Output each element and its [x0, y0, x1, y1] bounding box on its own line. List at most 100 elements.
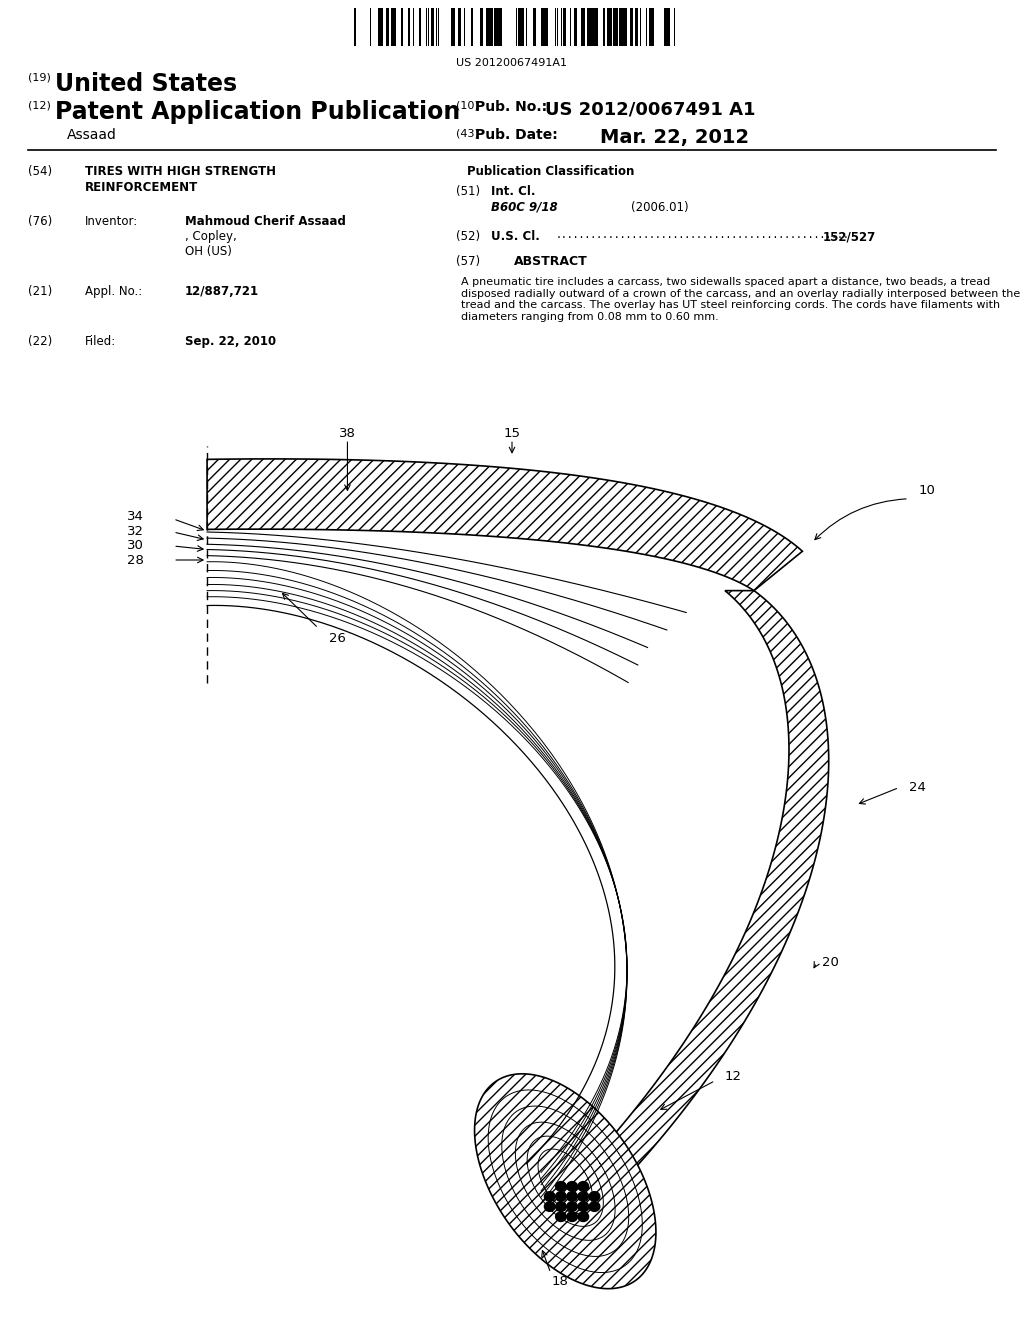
Bar: [378, 8, 380, 46]
Text: ..................................................: ........................................…: [556, 230, 850, 240]
Text: 32: 32: [127, 524, 144, 537]
Text: A pneumatic tire includes a carcass, two sidewalls spaced apart a distance, two : A pneumatic tire includes a carcass, two…: [461, 277, 1020, 322]
Text: 38: 38: [339, 426, 356, 440]
Text: TIRES WITH HIGH STRENGTH: TIRES WITH HIGH STRENGTH: [85, 165, 276, 178]
Text: (10): (10): [456, 100, 479, 110]
Bar: [621, 8, 623, 46]
Circle shape: [545, 1201, 555, 1212]
Bar: [391, 8, 393, 46]
Text: US 20120067491A1: US 20120067491A1: [457, 58, 567, 69]
Text: (19): (19): [28, 73, 51, 82]
Bar: [545, 8, 548, 46]
Text: (76): (76): [28, 215, 52, 228]
Text: ABSTRACT: ABSTRACT: [514, 255, 588, 268]
Text: Mahmoud Cherif Assaad: Mahmoud Cherif Assaad: [185, 215, 346, 228]
Polygon shape: [207, 459, 803, 590]
Circle shape: [589, 1192, 600, 1201]
Circle shape: [578, 1201, 589, 1212]
Bar: [480, 8, 482, 46]
Bar: [613, 8, 616, 46]
Circle shape: [567, 1181, 578, 1191]
Text: Int. Cl.: Int. Cl.: [490, 185, 536, 198]
Bar: [630, 8, 633, 46]
Text: Publication Classification: Publication Classification: [467, 165, 635, 178]
Bar: [652, 8, 654, 46]
Bar: [401, 8, 403, 46]
Text: 152/527: 152/527: [822, 230, 876, 243]
Bar: [458, 8, 460, 46]
Text: (2006.01): (2006.01): [631, 201, 688, 214]
Polygon shape: [474, 1073, 656, 1288]
Circle shape: [567, 1192, 578, 1201]
Circle shape: [578, 1181, 589, 1191]
Text: U.S. Cl.: U.S. Cl.: [490, 230, 540, 243]
Circle shape: [589, 1201, 600, 1212]
Text: OH (US): OH (US): [185, 246, 231, 257]
Bar: [393, 8, 395, 46]
Bar: [386, 8, 389, 46]
Circle shape: [556, 1212, 566, 1221]
Text: (54): (54): [28, 165, 52, 178]
Text: 10: 10: [919, 483, 936, 496]
Circle shape: [567, 1201, 578, 1212]
Text: Appl. No.:: Appl. No.:: [85, 285, 142, 298]
Text: B60C 9/18: B60C 9/18: [490, 201, 558, 214]
Text: Sep. 22, 2010: Sep. 22, 2010: [185, 335, 276, 348]
Circle shape: [556, 1201, 566, 1212]
Text: US 2012/0067491 A1: US 2012/0067491 A1: [545, 100, 756, 117]
Bar: [649, 8, 651, 46]
Bar: [499, 8, 501, 46]
Text: 34: 34: [127, 510, 144, 523]
Text: (22): (22): [28, 335, 52, 348]
Bar: [452, 8, 455, 46]
Bar: [607, 8, 609, 46]
Bar: [665, 8, 667, 46]
Bar: [489, 8, 490, 46]
Text: 12/887,721: 12/887,721: [185, 285, 259, 298]
Text: Inventor:: Inventor:: [85, 215, 138, 228]
Bar: [432, 8, 434, 46]
Circle shape: [556, 1192, 566, 1201]
Bar: [471, 8, 473, 46]
Text: 12: 12: [725, 1069, 742, 1082]
Circle shape: [578, 1192, 589, 1201]
Text: 24: 24: [909, 781, 926, 795]
Polygon shape: [551, 590, 828, 1216]
Bar: [419, 8, 421, 46]
Circle shape: [567, 1212, 578, 1221]
Circle shape: [556, 1181, 566, 1191]
Text: 20: 20: [821, 956, 839, 969]
Text: (52): (52): [456, 230, 480, 243]
Text: (12): (12): [28, 100, 51, 110]
Text: 15: 15: [504, 426, 520, 440]
Bar: [380, 8, 382, 46]
Bar: [521, 8, 524, 46]
Bar: [494, 8, 496, 46]
Bar: [542, 8, 545, 46]
Bar: [667, 8, 669, 46]
Text: REINFORCEMENT: REINFORCEMENT: [85, 181, 199, 194]
Text: (57): (57): [456, 255, 480, 268]
Text: Mar. 22, 2012: Mar. 22, 2012: [600, 128, 750, 147]
Text: (51): (51): [456, 185, 480, 198]
Text: Pub. No.:: Pub. No.:: [475, 100, 547, 114]
Bar: [595, 8, 597, 46]
Text: (43): (43): [456, 128, 479, 139]
Text: Filed:: Filed:: [85, 335, 117, 348]
Bar: [496, 8, 498, 46]
Text: 26: 26: [330, 632, 346, 645]
Text: 30: 30: [127, 539, 144, 552]
Bar: [487, 8, 489, 46]
Text: 28: 28: [127, 553, 144, 566]
Text: United States: United States: [55, 73, 238, 96]
Bar: [490, 8, 493, 46]
Bar: [624, 8, 626, 46]
Bar: [518, 8, 521, 46]
Bar: [610, 8, 612, 46]
Text: Patent Application Publication: Patent Application Publication: [55, 100, 460, 124]
Text: , Copley,: , Copley,: [185, 230, 237, 243]
Text: (21): (21): [28, 285, 52, 298]
Circle shape: [545, 1192, 555, 1201]
Text: Assaad: Assaad: [67, 128, 117, 143]
Bar: [354, 8, 356, 46]
